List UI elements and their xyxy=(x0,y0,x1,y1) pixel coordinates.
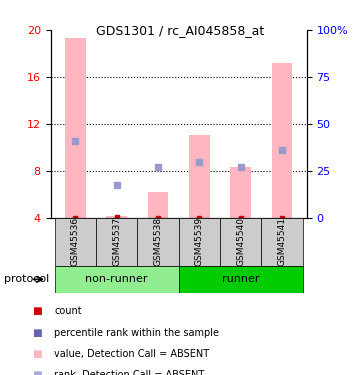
Text: GSM45541: GSM45541 xyxy=(278,217,287,266)
Text: rank, Detection Call = ABSENT: rank, Detection Call = ABSENT xyxy=(54,370,204,375)
Bar xyxy=(65,38,86,218)
Bar xyxy=(189,135,210,218)
Bar xyxy=(220,217,261,266)
Bar xyxy=(261,217,303,266)
Text: percentile rank within the sample: percentile rank within the sample xyxy=(54,328,219,338)
Text: ■: ■ xyxy=(32,306,42,316)
Bar xyxy=(96,217,137,266)
Bar xyxy=(179,217,220,266)
Text: GSM45537: GSM45537 xyxy=(112,217,121,266)
Text: protocol: protocol xyxy=(4,274,49,284)
Text: value, Detection Call = ABSENT: value, Detection Call = ABSENT xyxy=(54,349,209,359)
Text: ■: ■ xyxy=(32,328,42,338)
Text: GSM45538: GSM45538 xyxy=(153,217,162,266)
Text: GDS1301 / rc_AI045858_at: GDS1301 / rc_AI045858_at xyxy=(96,24,265,38)
Bar xyxy=(106,216,127,217)
Bar xyxy=(272,63,292,217)
Text: count: count xyxy=(54,306,82,316)
Text: ■: ■ xyxy=(32,370,42,375)
Text: ■: ■ xyxy=(32,349,42,359)
Bar xyxy=(55,266,179,292)
Bar xyxy=(137,217,179,266)
Bar xyxy=(55,217,96,266)
Text: GSM45540: GSM45540 xyxy=(236,217,245,266)
Text: runner: runner xyxy=(222,274,260,284)
Text: GSM45539: GSM45539 xyxy=(195,217,204,266)
Text: non-runner: non-runner xyxy=(86,274,148,284)
Bar xyxy=(148,192,168,217)
Bar xyxy=(230,167,251,217)
Bar xyxy=(179,266,303,292)
Text: GSM45536: GSM45536 xyxy=(71,217,80,266)
